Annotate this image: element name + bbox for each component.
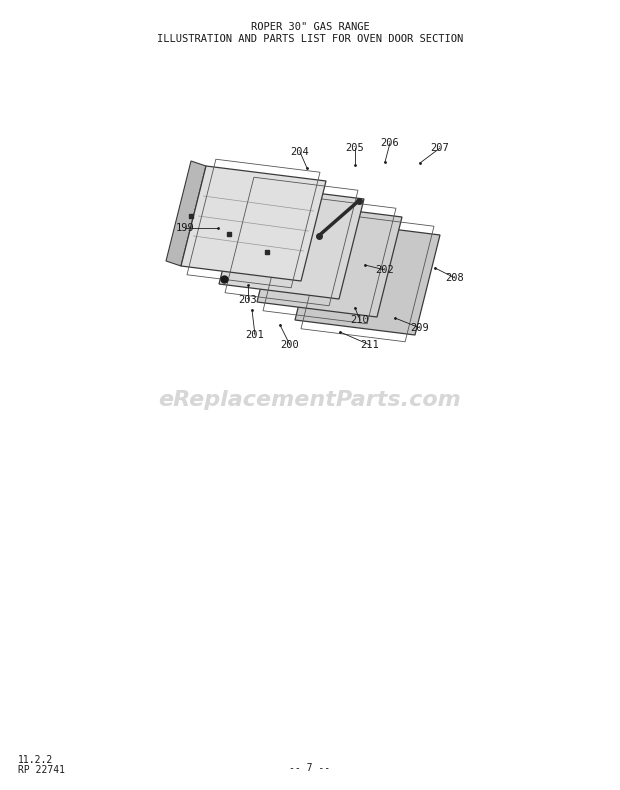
Polygon shape: [257, 202, 402, 317]
Polygon shape: [295, 220, 440, 335]
Text: 206: 206: [381, 138, 399, 148]
Text: ILLUSTRATION AND PARTS LIST FOR OVEN DOOR SECTION: ILLUSTRATION AND PARTS LIST FOR OVEN DOO…: [157, 34, 463, 44]
Text: 204: 204: [291, 147, 309, 157]
Text: 209: 209: [410, 323, 430, 333]
Text: 200: 200: [281, 340, 299, 350]
Text: 202: 202: [376, 265, 394, 275]
Text: 205: 205: [345, 143, 365, 153]
Text: 203: 203: [239, 295, 257, 305]
Text: -- 7 --: -- 7 --: [290, 763, 330, 773]
Text: 199: 199: [175, 223, 195, 233]
Text: 210: 210: [351, 315, 370, 325]
Text: 11.2.2: 11.2.2: [18, 755, 53, 765]
Text: 208: 208: [446, 273, 464, 283]
Text: RP 22741: RP 22741: [18, 765, 65, 775]
Polygon shape: [181, 166, 326, 281]
Polygon shape: [219, 184, 364, 299]
Text: 211: 211: [361, 340, 379, 350]
Text: 207: 207: [431, 143, 450, 153]
Text: ROPER 30" GAS RANGE: ROPER 30" GAS RANGE: [250, 22, 370, 32]
Text: eReplacementParts.com: eReplacementParts.com: [159, 390, 461, 410]
Polygon shape: [166, 161, 206, 266]
Text: 201: 201: [246, 330, 264, 340]
